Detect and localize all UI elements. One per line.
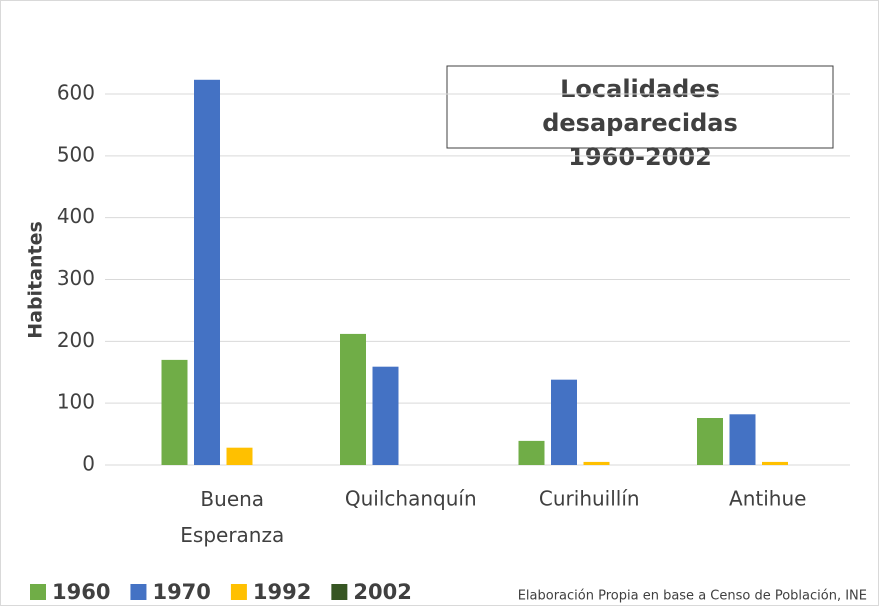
x-tick-label: Buena Esperanza (180, 487, 284, 547)
bar (762, 461, 788, 465)
x-tick-label: Antihue (729, 487, 806, 511)
y-tick-label: 500 (57, 142, 95, 166)
bar (729, 414, 756, 465)
bar (583, 461, 610, 465)
y-tick-label: 100 (57, 390, 95, 414)
bar (194, 79, 220, 466)
bar (161, 359, 188, 465)
y-tick-label: 400 (57, 204, 95, 228)
y-tick-label: 200 (57, 328, 95, 352)
y-tick-label: 300 (57, 266, 95, 290)
y-axis-label: Habitantes (25, 221, 47, 339)
legend-swatch (130, 584, 147, 600)
bar (226, 447, 253, 465)
bar (372, 366, 399, 465)
legend-swatch (30, 584, 46, 600)
bar (697, 418, 723, 465)
chart-title: Localidades desaparecidas 1960-2002 (542, 75, 738, 171)
y-tick-label: 600 (57, 81, 95, 105)
legend-swatch (230, 584, 247, 600)
title-box (446, 65, 834, 149)
y-tick-label: 0 (82, 452, 95, 476)
legend-label: 1970 (152, 580, 210, 604)
legend-swatch (331, 584, 348, 600)
x-tick-label: Quilchanquín (345, 487, 477, 511)
x-tick-label: Curihuillín (539, 487, 640, 511)
legend-label: 1960 (52, 580, 110, 604)
source-note: Elaboración Propia en base a Censo de Po… (518, 589, 867, 604)
bar (340, 333, 366, 465)
bar (551, 379, 577, 465)
bar (518, 440, 545, 465)
legend-label: 2002 (353, 580, 411, 604)
legend-label: 1992 (253, 580, 311, 604)
